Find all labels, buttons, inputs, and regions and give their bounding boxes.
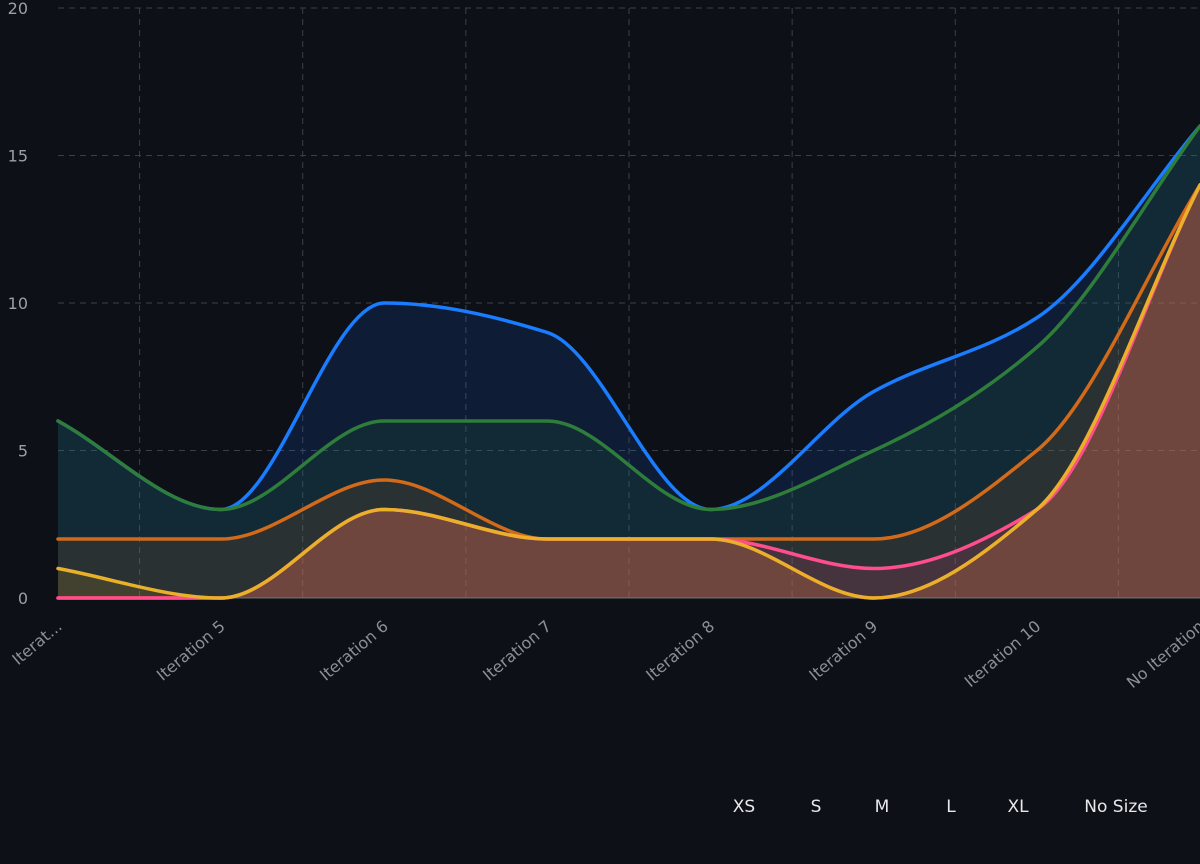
legend-item-xl[interactable]: XL <box>1007 797 1029 817</box>
x-tick-label: Iteration 5 <box>153 617 229 685</box>
x-tick-label: Iteration 10 <box>961 617 1045 692</box>
y-axis-ticks: 0 5 10 15 20 <box>8 0 28 608</box>
area-m <box>58 185 1200 598</box>
legend-item-no-size[interactable]: No Size <box>1084 797 1147 817</box>
x-tick-label: Iteration 8 <box>642 617 718 685</box>
area-xl <box>58 126 1200 598</box>
legend-item-s[interactable]: S <box>811 797 822 817</box>
line-xs <box>56 183 1200 600</box>
area-s <box>58 185 1200 598</box>
line-no-size <box>56 124 1200 512</box>
y-tick-label: 20 <box>8 0 28 18</box>
legend-item-m[interactable]: M <box>875 797 890 817</box>
series-lines <box>56 124 1200 600</box>
line-xl <box>56 124 1200 512</box>
series-areas <box>58 126 1200 598</box>
x-tick-label: Iteration 9 <box>805 617 881 685</box>
y-tick-label: 15 <box>8 147 28 166</box>
area-l <box>58 185 1200 598</box>
x-tick-label: No Iteration <box>1123 617 1200 692</box>
x-tick-label: Iteration 7 <box>479 617 555 685</box>
area-xs <box>58 185 1200 598</box>
y-tick-label: 5 <box>18 442 28 461</box>
legend-item-xs[interactable]: XS <box>733 797 755 817</box>
legend-item-l[interactable]: L <box>946 797 956 817</box>
area-no-size <box>58 126 1200 598</box>
x-axis-ticks: Iterat... Iteration 5 Iteration 6 Iteration… <box>8 617 1200 692</box>
legend: XS S M L XL No Size <box>733 797 1148 817</box>
x-tick-label: Iteration 6 <box>316 617 392 685</box>
grid <box>58 7 1200 599</box>
y-tick-label: 0 <box>18 589 28 608</box>
x-tick-label: Iterat... <box>8 617 65 669</box>
y-tick-label: 10 <box>8 294 28 313</box>
